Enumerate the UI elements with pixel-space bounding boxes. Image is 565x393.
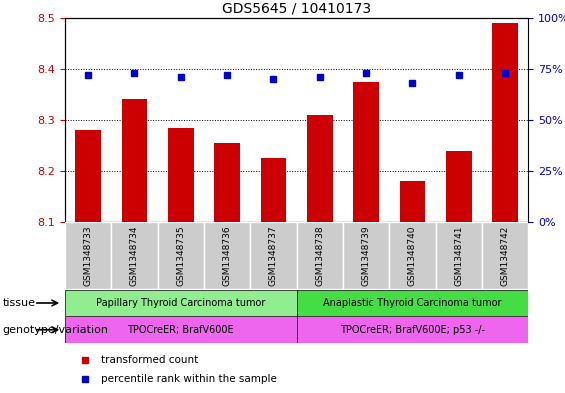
Text: GSM1348741: GSM1348741 bbox=[454, 225, 463, 286]
Text: tissue: tissue bbox=[3, 298, 36, 308]
Text: GSM1348734: GSM1348734 bbox=[130, 225, 139, 286]
Text: transformed count: transformed count bbox=[101, 354, 198, 365]
Bar bbox=[482, 222, 528, 289]
Bar bbox=[75, 130, 101, 222]
Bar bbox=[297, 316, 528, 343]
Bar bbox=[353, 82, 379, 222]
Bar bbox=[65, 290, 297, 316]
Bar bbox=[158, 222, 204, 289]
Bar bbox=[260, 158, 286, 222]
Text: GSM1348737: GSM1348737 bbox=[269, 225, 278, 286]
Bar bbox=[214, 143, 240, 222]
Title: GDS5645 / 10410173: GDS5645 / 10410173 bbox=[222, 1, 371, 15]
Bar bbox=[297, 222, 343, 289]
Text: GSM1348736: GSM1348736 bbox=[223, 225, 232, 286]
Bar bbox=[446, 151, 472, 222]
Text: TPOCreER; BrafV600E; p53 -/-: TPOCreER; BrafV600E; p53 -/- bbox=[340, 325, 485, 335]
Text: GSM1348733: GSM1348733 bbox=[84, 225, 93, 286]
Text: Papillary Thyroid Carcinoma tumor: Papillary Thyroid Carcinoma tumor bbox=[96, 298, 266, 308]
Bar bbox=[168, 127, 194, 222]
Text: TPOCreER; BrafV600E: TPOCreER; BrafV600E bbox=[128, 325, 234, 335]
Text: GSM1348740: GSM1348740 bbox=[408, 225, 417, 286]
Text: percentile rank within the sample: percentile rank within the sample bbox=[101, 374, 277, 384]
Text: genotype/variation: genotype/variation bbox=[3, 325, 109, 335]
Bar bbox=[204, 222, 250, 289]
Text: GSM1348742: GSM1348742 bbox=[501, 225, 510, 286]
Bar bbox=[389, 222, 436, 289]
Text: GSM1348735: GSM1348735 bbox=[176, 225, 185, 286]
Bar bbox=[307, 115, 333, 222]
Bar bbox=[399, 181, 425, 222]
Bar bbox=[250, 222, 297, 289]
Bar bbox=[65, 222, 111, 289]
Bar bbox=[297, 290, 528, 316]
Text: GSM1348739: GSM1348739 bbox=[362, 225, 371, 286]
Text: GSM1348738: GSM1348738 bbox=[315, 225, 324, 286]
Text: Anaplastic Thyroid Carcinoma tumor: Anaplastic Thyroid Carcinoma tumor bbox=[323, 298, 502, 308]
Bar bbox=[343, 222, 389, 289]
Bar bbox=[65, 316, 297, 343]
Bar bbox=[111, 222, 158, 289]
Bar bbox=[492, 23, 518, 222]
Bar bbox=[121, 99, 147, 222]
Bar bbox=[436, 222, 482, 289]
